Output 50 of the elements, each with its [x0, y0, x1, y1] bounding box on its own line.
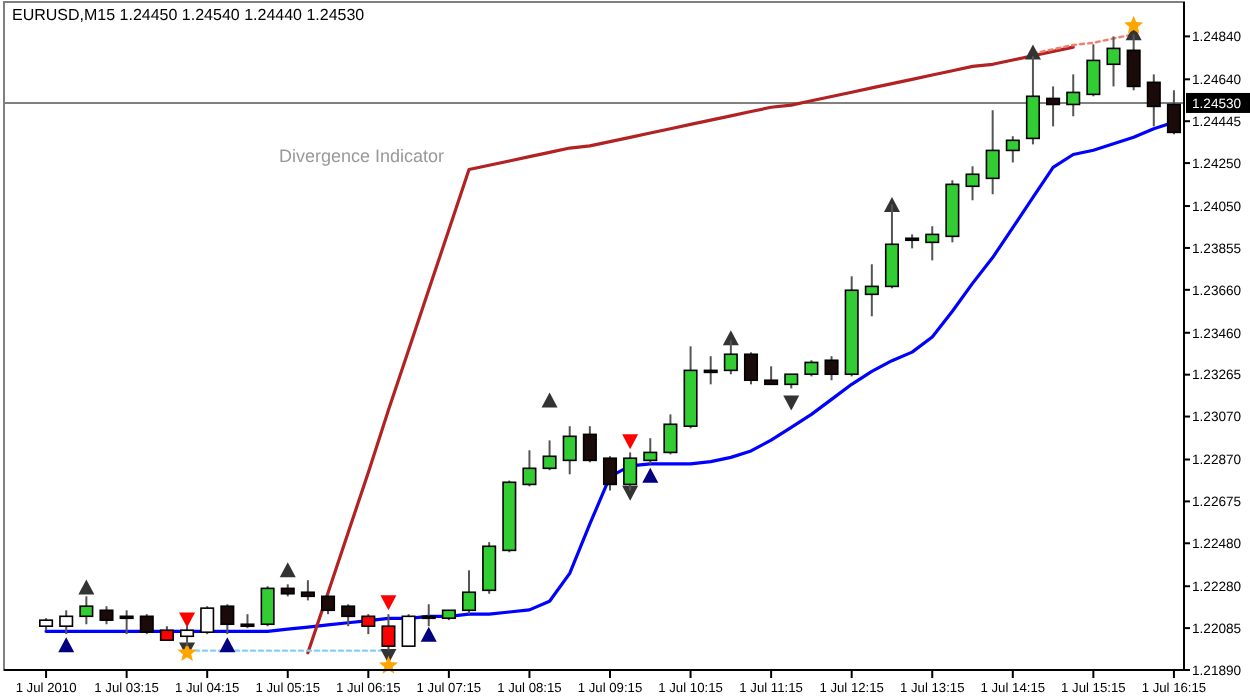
candlestick: [1005, 135, 1020, 164]
candlestick: [59, 609, 74, 636]
candlestick: [864, 263, 879, 318]
candlestick: [1046, 85, 1061, 128]
candlestick: [602, 455, 618, 492]
point: [420, 626, 437, 642]
candlestick: [220, 603, 235, 636]
candlestick: [582, 425, 597, 464]
candlestick: [260, 585, 275, 628]
chart-title: EURUSD,M15 1.24450 1.24540 1.24440 1.24530: [12, 6, 366, 24]
candlestick: [743, 351, 759, 386]
candlestick: [1146, 73, 1161, 128]
candlestick: [1086, 43, 1101, 98]
point: [622, 485, 639, 501]
point: [1124, 15, 1144, 34]
point: [622, 434, 639, 450]
candlestick: [663, 413, 678, 456]
candlestick: [985, 109, 1000, 196]
candlestick: [79, 595, 94, 626]
candlestick: [482, 541, 497, 595]
point: [179, 612, 196, 628]
point: [783, 395, 800, 411]
candlestick: [300, 579, 315, 602]
candlestick: [925, 225, 940, 262]
candlestick: [522, 449, 537, 488]
candlestick: [1106, 35, 1121, 88]
point: [1024, 44, 1041, 60]
candlestick: [139, 613, 154, 636]
candlestick: [99, 605, 114, 626]
point: [642, 467, 659, 483]
candlestick: [361, 613, 376, 636]
candlestick: [401, 613, 416, 648]
point: [380, 595, 397, 611]
candlestick: [562, 425, 577, 476]
candlestick: [320, 592, 336, 616]
candlestick: [764, 365, 779, 386]
candlestick: [341, 603, 356, 628]
candlestick: [1066, 73, 1081, 118]
annotation: Divergence Indicator: [278, 146, 444, 166]
candlestick: [965, 165, 980, 202]
point: [219, 637, 236, 653]
point: [541, 392, 558, 408]
candlestick: [200, 605, 215, 636]
candlestick: [461, 569, 477, 616]
candlestick: [643, 437, 658, 466]
candlestick: [824, 355, 839, 382]
point: [58, 637, 75, 653]
point: [279, 562, 296, 578]
candlestick: [542, 439, 557, 472]
point: [78, 579, 95, 595]
